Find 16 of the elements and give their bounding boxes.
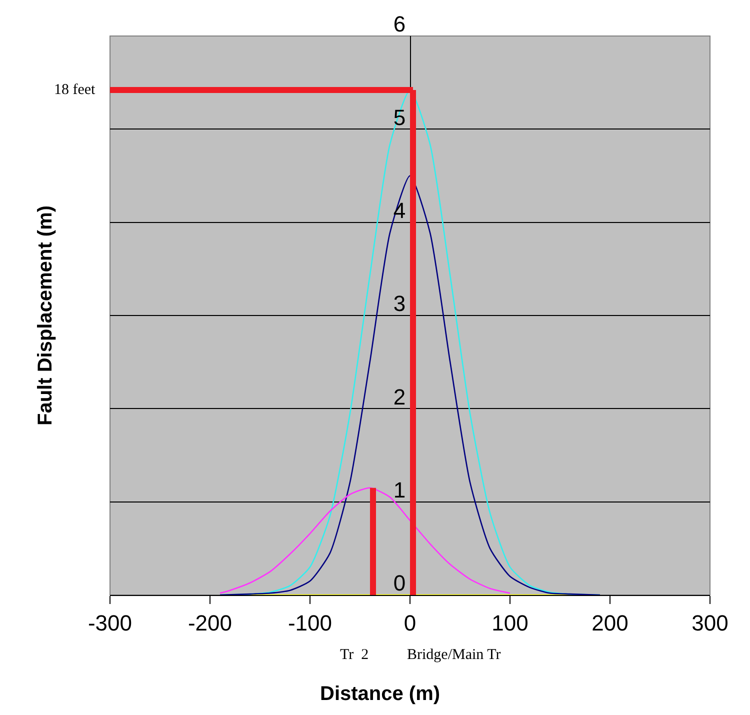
y-tick-label: 2 xyxy=(393,384,406,410)
y-tick-label: 0 xyxy=(393,570,406,596)
x-tick-label: 100 xyxy=(492,610,528,636)
ref-line-label: Bridge/Main Tr xyxy=(407,647,501,663)
ref-line-label: 18 feet xyxy=(54,82,96,98)
y-tick-label: 6 xyxy=(393,12,406,37)
y-axis-title: Fault Displacement (m) xyxy=(34,205,56,426)
y-tick-label: 1 xyxy=(393,478,406,503)
ref-line-label: Tr 2 xyxy=(340,647,369,663)
x-tick-label: 300 xyxy=(692,610,728,636)
x-tick-label: -100 xyxy=(288,610,332,636)
y-tick-label: 3 xyxy=(393,291,406,316)
x-tick-label: -200 xyxy=(188,610,232,636)
x-tick-label: -300 xyxy=(88,610,132,636)
x-tick-label: 200 xyxy=(592,610,628,636)
x-axis-title: Distance (m) xyxy=(320,683,440,705)
